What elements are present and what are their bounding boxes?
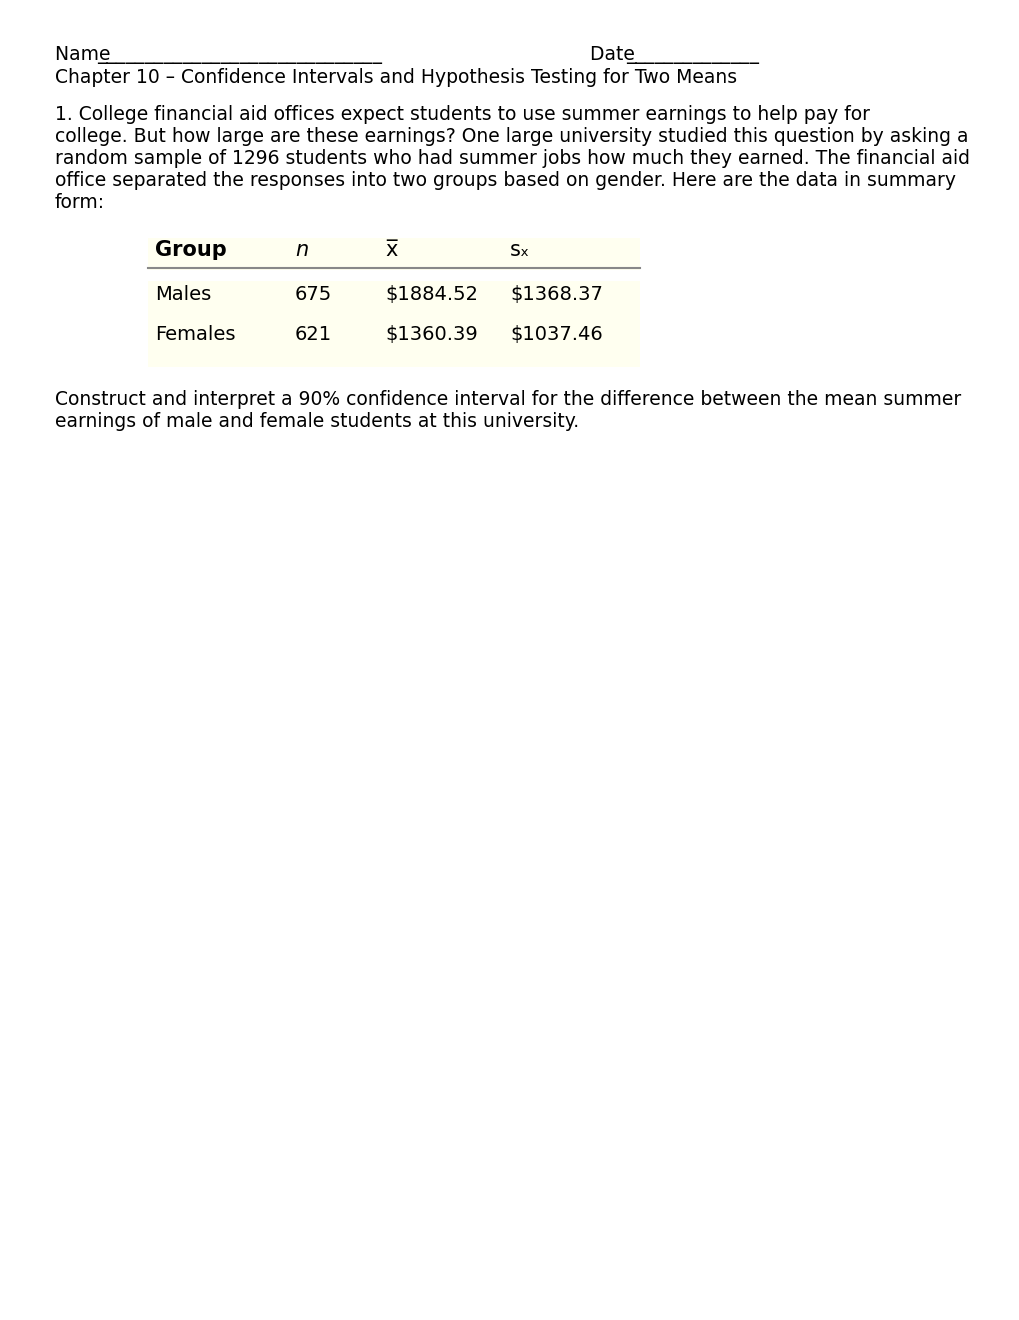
Text: $1037.46: $1037.46 <box>510 325 602 345</box>
Text: Females: Females <box>155 325 235 345</box>
Text: 1. College financial aid offices expect students to use summer earnings to help : 1. College financial aid offices expect … <box>55 106 869 124</box>
Text: Chapter 10 – Confidence Intervals and Hypothesis Testing for Two Means: Chapter 10 – Confidence Intervals and Hy… <box>55 69 737 87</box>
Text: Group: Group <box>155 240 226 260</box>
Text: Males: Males <box>155 285 211 304</box>
Text: $1884.52: $1884.52 <box>384 285 478 304</box>
Bar <box>148 321 639 367</box>
Text: college. But how large are these earnings? One large university studied this que: college. But how large are these earning… <box>55 127 968 147</box>
Text: 675: 675 <box>294 285 332 304</box>
Text: office separated the responses into two groups based on gender. Here are the dat: office separated the responses into two … <box>55 172 955 190</box>
Text: x̅: x̅ <box>384 240 397 260</box>
Text: Name: Name <box>55 45 116 63</box>
Text: ______________________________: ______________________________ <box>97 45 382 63</box>
Text: $1360.39: $1360.39 <box>384 325 477 345</box>
Text: sₓ: sₓ <box>510 240 530 260</box>
Text: earnings of male and female students at this university.: earnings of male and female students at … <box>55 412 579 432</box>
Text: n: n <box>294 240 308 260</box>
Text: ______________: ______________ <box>626 45 758 63</box>
Bar <box>148 238 639 271</box>
Text: 621: 621 <box>294 325 332 345</box>
Bar <box>148 281 639 321</box>
Text: random sample of 1296 students who had summer jobs how much they earned. The fin: random sample of 1296 students who had s… <box>55 149 969 168</box>
Text: Date: Date <box>589 45 640 63</box>
Text: $1368.37: $1368.37 <box>510 285 602 304</box>
Text: form:: form: <box>55 193 105 213</box>
Text: Construct and interpret a 90% confidence interval for the difference between the: Construct and interpret a 90% confidence… <box>55 389 960 409</box>
